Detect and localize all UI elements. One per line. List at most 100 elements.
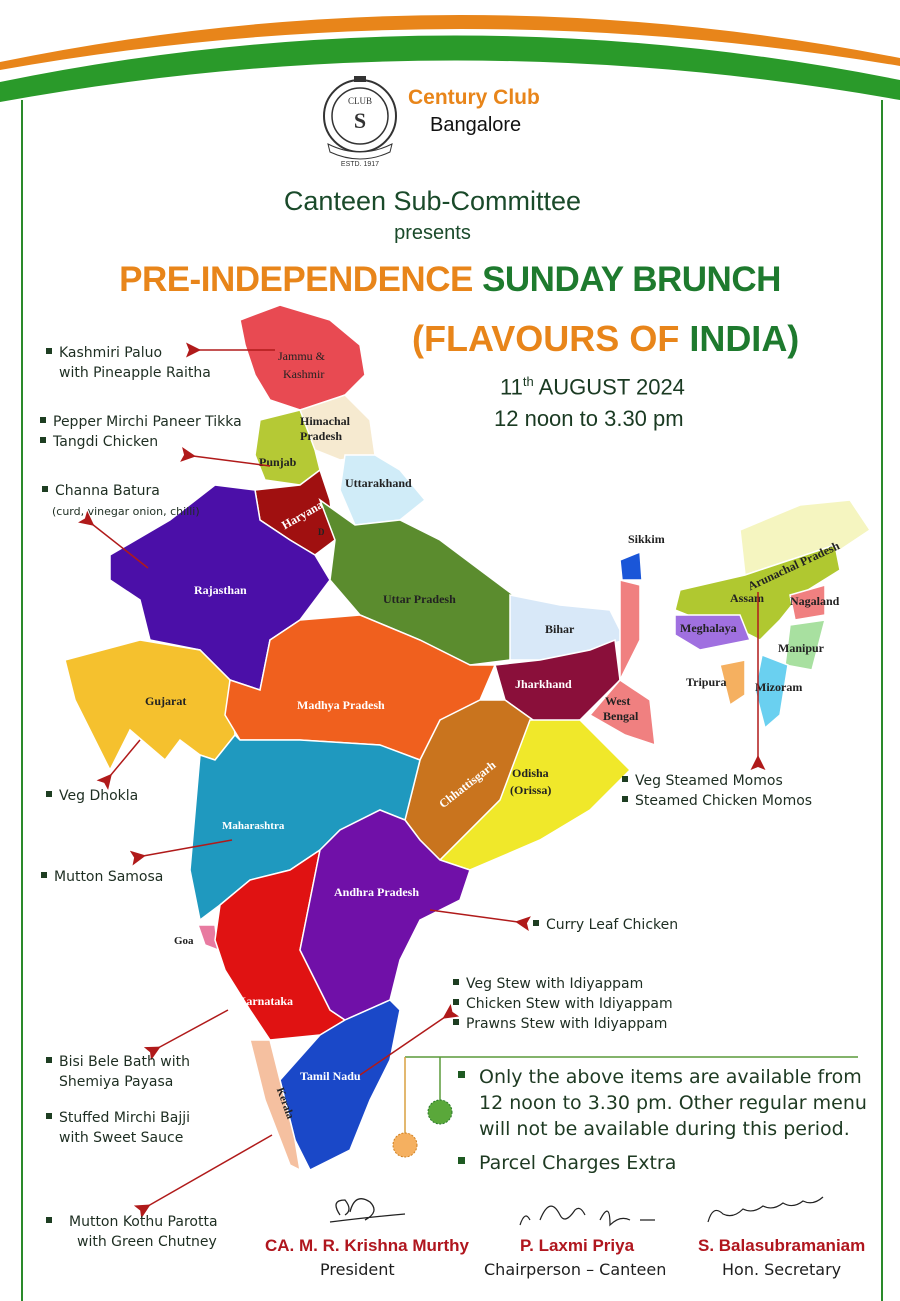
bullet-icon [42,486,48,492]
menu-punjab: Pepper Mirchi Paneer Tikka Tangdi Chicken [40,412,242,452]
signatory-name: P. Laxmi Priya [520,1236,635,1255]
label-mp: Madhya Pradesh [297,698,385,712]
menu-haryana: Channa Batura (curd, vinegar onion, chill… [42,481,200,522]
label-karnataka: Karnataka [237,994,293,1008]
label-manipur: Manipur [778,641,825,655]
menu-maharashtra: Mutton Samosa [41,867,163,887]
label-andhra: Andhra Pradesh [334,885,419,899]
chakra-decoration [392,1056,858,1158]
label-nagaland: Nagaland [790,594,840,608]
svg-text:S: S [354,108,366,133]
label-tamilnadu: Tamil Nadu [300,1069,361,1083]
label-punjab: Punjab [259,455,297,469]
label-rajasthan: Rajasthan [194,583,247,597]
label-assam: Assam [730,591,764,605]
state-odisha [438,719,632,871]
label-himachal2: Pradesh [300,429,342,443]
label-delhi: D [318,527,325,537]
menu-gujarat: Veg Dhokla [46,786,138,806]
signature-secretary [707,1196,824,1223]
arrow-punjab [180,447,271,467]
state-kerala [249,1039,301,1172]
title-part2: SUNDAY BRUNCH [482,260,781,299]
svg-text:ESTD. 1917: ESTD. 1917 [341,161,379,168]
label-jk: Jammu & [278,349,326,363]
club-city: Bangalore [430,114,522,136]
label-maharashtra: Maharashtra [222,820,285,832]
menu-tamilnadu: Mutton Kothu Parotta with Green Chutney [46,1212,218,1252]
state-manipur [784,619,827,671]
bullet-icon [46,791,52,797]
club-name: Century Club [408,86,540,109]
bullet-icon [453,999,459,1005]
state-uttarakhand [339,454,427,526]
signature-chairperson [519,1205,655,1227]
subtitle-open: (FLAVOURS OF [412,318,690,359]
arrow-gujarat [96,739,141,791]
event-date: 11th AUGUST 2024 [500,374,685,400]
state-tripura [719,659,746,707]
availability-note: Only the above items are available from 1… [458,1064,867,1142]
state-meghalaya [674,614,752,651]
arrow-kerala [133,1134,273,1219]
presents: presents [394,222,471,244]
bullet-icon [41,872,47,878]
century-club-logo: CLUB S ESTD. 1917 [323,76,397,168]
label-tripura: Tripura [686,675,726,689]
label-jk2: Kashmir [283,367,324,381]
label-gujarat: Gujarat [145,694,186,708]
menu-karnataka: Bisi Bele Bath with Shemiya Payasa [46,1052,190,1092]
event-time: 12 noon to 3.30 pm [494,406,684,431]
menu-northeast: Veg Steamed Momos Steamed Chicken Momos [622,771,812,811]
arrow-andhra [429,909,531,932]
signatory-role: Hon. Secretary [722,1260,842,1279]
saffron-swoosh [0,14,900,70]
event-subtitle: (FLAVOURS OF INDIA) [412,318,799,360]
bullet-icon [46,1113,52,1119]
parcel-note: Parcel Charges Extra [458,1150,676,1176]
signatures [329,1196,824,1227]
label-wb2: Bengal [603,709,639,723]
arrow-maharashtra [129,839,233,866]
state-nagaland [789,584,826,621]
bullet-icon [458,1157,465,1164]
label-sikkim: Sikkim [628,532,665,546]
label-uttarakhand: Uttarakhand [345,476,412,490]
label-odisha2: (Orissa) [510,783,551,797]
signatory-name: CA. M. R. Krishna Murthy [265,1236,470,1255]
label-jharkhand: Jharkhand [515,677,572,691]
title-part1: PRE-INDEPENDENCE [119,260,473,299]
label-meghalaya: Meghalaya [680,621,737,635]
arrow-karnataka [143,1009,229,1061]
state-sikkim [619,550,643,581]
state-mizoram [754,653,789,730]
state-west-bengal [588,579,656,747]
bullet-icon [46,348,52,354]
state-andhra-pradesh [299,809,471,1021]
signature-president [329,1198,406,1223]
bullet-icon [453,979,459,985]
signatory-role: Chairperson – Canteen [484,1260,667,1279]
label-up: Uttar Pradesh [383,592,456,606]
signatory-role: President [320,1260,395,1279]
signatory-name: S. Balasubramaniam [698,1236,866,1255]
label-himachal: Himachal [300,414,351,428]
label-mizoram: Mizoram [755,680,802,694]
label-wb: West [605,694,630,708]
label-odisha: Odisha [512,766,549,780]
bullet-icon [40,417,46,423]
label-goa: Goa [174,935,194,947]
bullet-icon [40,437,46,443]
menu-stew: Veg Stew with Idiyappam Chicken Stew with… [453,974,673,1034]
menu-andhra: Curry Leaf Chicken [533,915,678,935]
bullet-icon [533,920,539,926]
svg-text:CLUB: CLUB [348,96,372,106]
menu-kashmir: Kashmiri Paluo with Pineapple Raitha [46,343,211,383]
event-title: PRE-INDEPENDENCE SUNDAY BRUNCH [0,260,900,300]
bullet-icon [453,1019,459,1025]
presenter: Canteen Sub-Committee [283,186,582,216]
subtitle-india: INDIA) [689,318,800,359]
arrow-haryana [77,510,149,569]
